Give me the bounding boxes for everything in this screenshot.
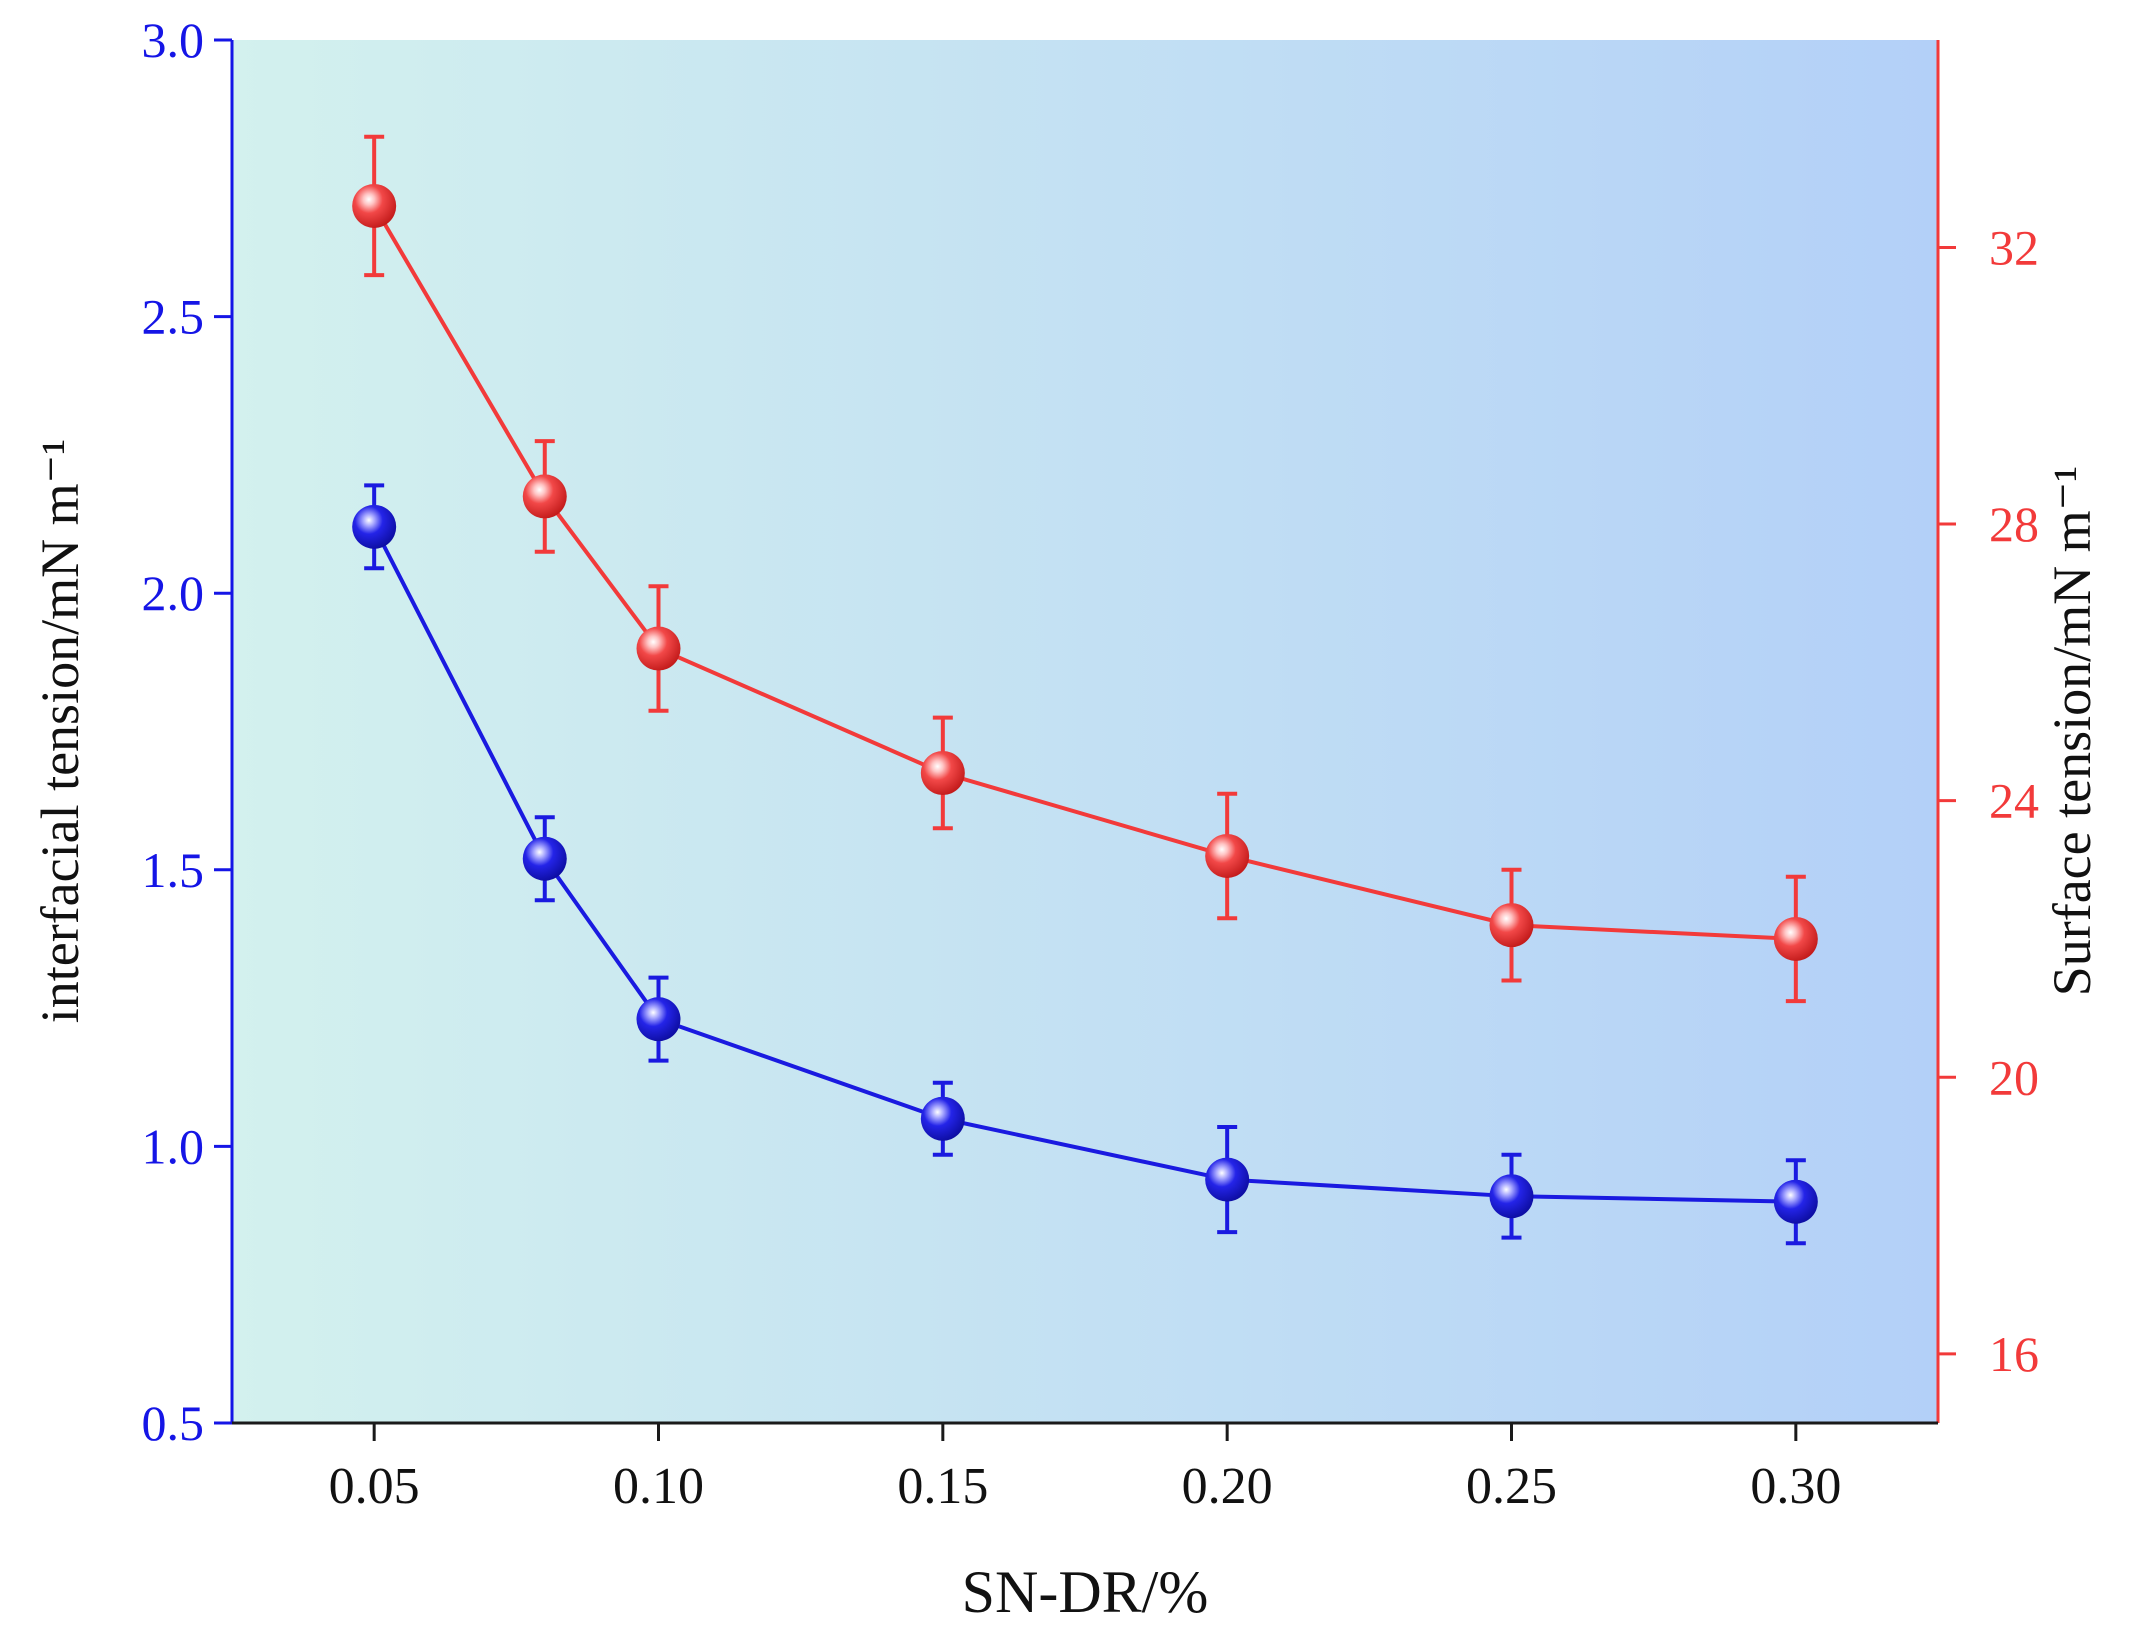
- surface-point: [522, 474, 567, 519]
- interfacial-point: [1773, 1179, 1818, 1224]
- x-tick-label: 0.15: [897, 1458, 988, 1515]
- right-y-tick-label: 32: [1989, 219, 2039, 275]
- x-tick-label: 0.20: [1182, 1458, 1273, 1515]
- interfacial-point: [1489, 1174, 1534, 1219]
- left-y-tick-label: 2.0: [142, 565, 205, 621]
- left-y-tick-label: 1.5: [142, 842, 205, 898]
- interfacial-point: [1205, 1157, 1250, 1202]
- left-y-tick-label: 1.0: [142, 1118, 205, 1174]
- interfacial-point: [522, 836, 567, 881]
- surface-point: [1489, 903, 1534, 948]
- left-y-tick-label: 0.5: [142, 1395, 205, 1451]
- left-y-axis: 0.5 1.0 1.5 2.0 2.5 3.0: [142, 12, 232, 1451]
- right-y-tick-label: 16: [1989, 1326, 2039, 1382]
- right-y-tick-label: 24: [1989, 773, 2039, 829]
- left-y-tick-label: 2.5: [142, 289, 205, 345]
- right-y-axis: 16 20 24 28 32: [1938, 219, 2039, 1382]
- interfacial-point: [920, 1096, 965, 1141]
- right-y-tick-label: 28: [1989, 496, 2039, 552]
- x-tick-label: 0.30: [1750, 1458, 1841, 1515]
- x-tick-label: 0.10: [613, 1458, 704, 1515]
- series-layer: [352, 134, 1818, 1246]
- left-y-tick-label: 3.0: [142, 12, 205, 68]
- interfacial-point: [352, 504, 397, 549]
- surface-point: [1205, 833, 1250, 878]
- right-y-axis-title: Surface tension/mN m⁻¹: [2042, 466, 2102, 997]
- left-y-axis-title: interfacial tension/mN m⁻¹: [30, 439, 90, 1024]
- surface-point: [352, 183, 397, 228]
- x-axis-title: SN-DR/%: [962, 1559, 1209, 1625]
- surface-point: [1773, 916, 1818, 961]
- plot-background: [232, 40, 1938, 1423]
- x-tick-label: 0.05: [329, 1458, 420, 1515]
- x-axis: 0.05 0.10 0.15 0.20 0.25 0.30: [329, 1423, 1841, 1515]
- interfacial-series: [352, 483, 1818, 1246]
- surface-point: [636, 626, 681, 671]
- right-y-tick-label: 20: [1989, 1049, 2039, 1105]
- surface-point: [920, 750, 965, 795]
- interfacial-point: [636, 997, 681, 1042]
- surface-series: [352, 134, 1818, 1004]
- x-tick-label: 0.25: [1466, 1458, 1557, 1515]
